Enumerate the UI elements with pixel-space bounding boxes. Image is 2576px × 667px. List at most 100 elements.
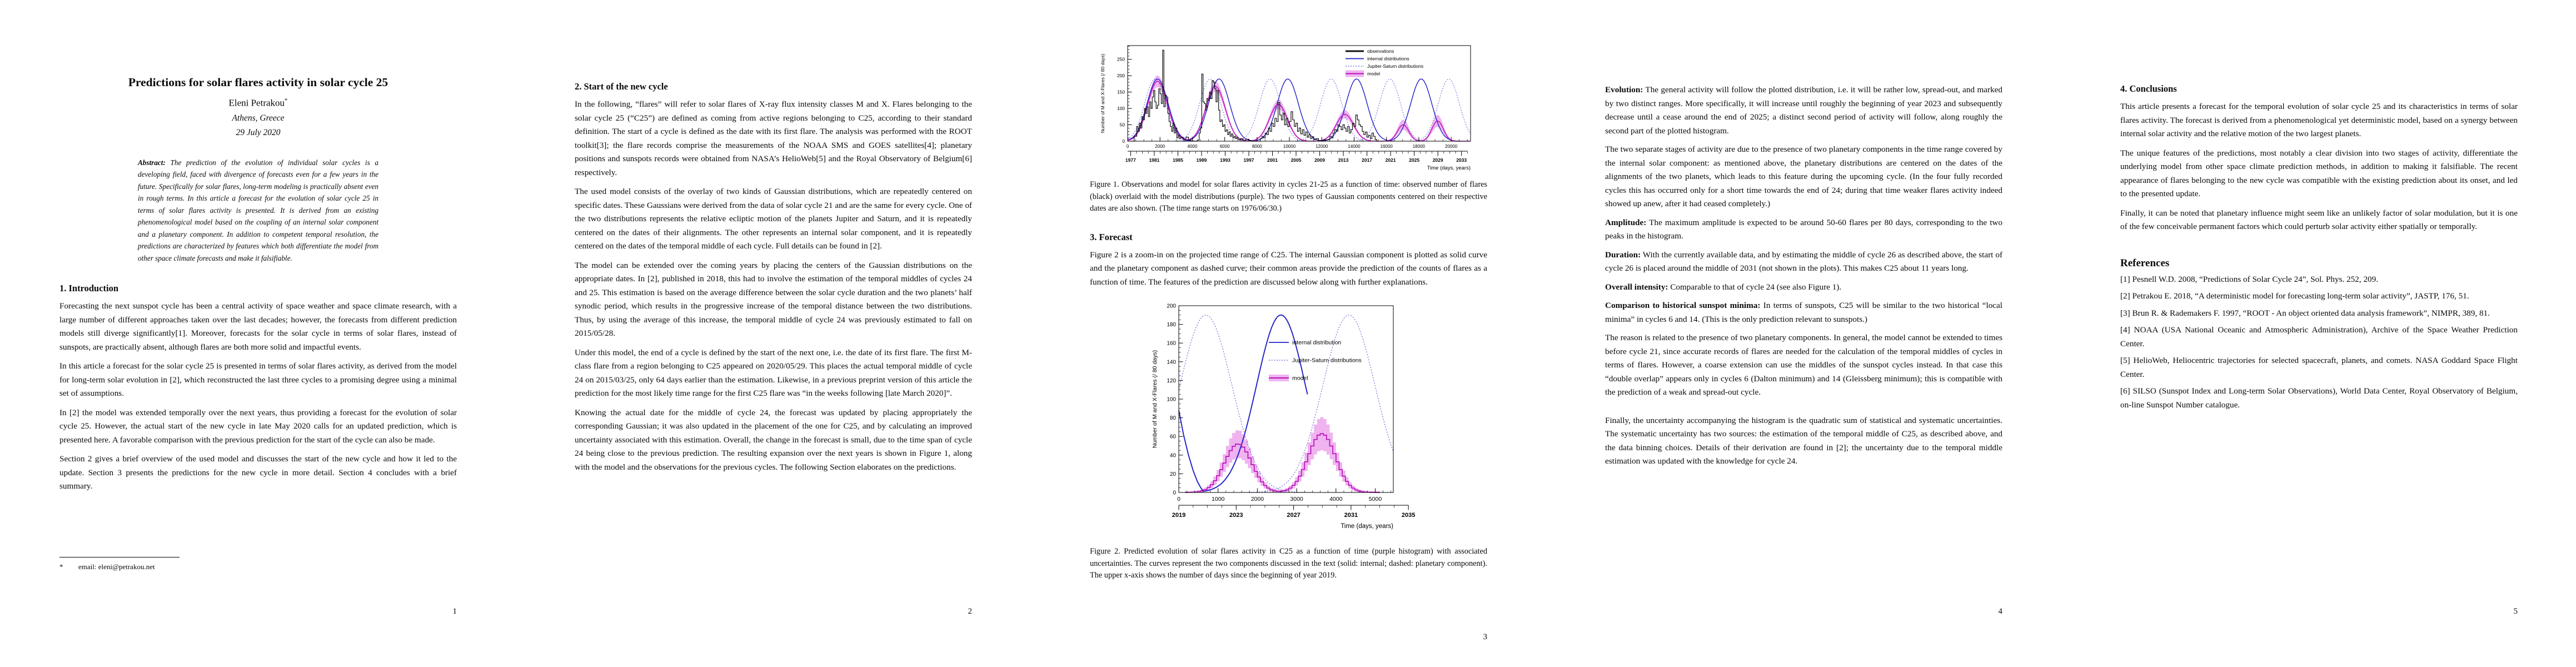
intro-paragraph: In this article a forecast for the solar… (59, 361, 457, 399)
svg-text:40: 40 (1170, 452, 1177, 459)
svg-text:2013: 2013 (1338, 157, 1349, 163)
forecast-feature-paragraph: Amplitude: The maximum amplitude is expe… (1605, 217, 2002, 241)
svg-text:observations: observations (1367, 48, 1394, 54)
svg-text:160: 160 (1167, 341, 1176, 347)
svg-text:80: 80 (1170, 415, 1177, 421)
figure-1-plot: 0 50 100 150 200 250 0 2000 4000 6000 8000 10000 120… (1090, 40, 1487, 172)
reference-item: [4] NOAA (USA National Oceanic and Atmos… (2120, 325, 2518, 349)
svg-text:4000: 4000 (1329, 496, 1343, 502)
conclusions-paragraph: This article presents a forecast for the… (2120, 102, 2518, 138)
page-2: 2. Start of the new cycle In the followi… (515, 0, 1030, 667)
affiliation: Athens, Greece (232, 113, 285, 123)
svg-text:2001: 2001 (1267, 157, 1278, 163)
forecast-feature-paragraph: Overall intensity: Comparable to that of… (1605, 282, 1842, 292)
svg-text:140: 140 (1167, 359, 1176, 365)
svg-text:60: 60 (1170, 434, 1177, 440)
svg-text:Number of M and X-Flares (/ 80: Number of M and X-Flares (/ 80 days) (1100, 54, 1105, 133)
reference-item: [6] SILSO (Sunspot Index and Long-term S… (2120, 386, 2518, 410)
page-number: 4 (1998, 607, 2003, 616)
svg-text:50: 50 (1120, 122, 1125, 128)
intro-paragraph: In [2] the model was extended temporally… (59, 407, 457, 445)
author-line: Eleni Petrakou* (228, 97, 288, 108)
svg-text:1997: 1997 (1244, 157, 1254, 163)
svg-text:16000: 16000 (1381, 144, 1393, 149)
svg-text:3000: 3000 (1290, 496, 1303, 502)
reference-item: [5] HelioWeb, Heliocentric trajectories … (2120, 356, 2518, 379)
page-4: Evolution: The general activity will fol… (1546, 0, 2061, 667)
figure-2-caption: Figure 2. Predicted evolution of solar f… (1090, 547, 1487, 580)
svg-text:Jupiter-Saturn distributions: Jupiter-Saturn distributions (1367, 63, 1423, 69)
svg-text:250: 250 (1117, 57, 1125, 62)
svg-text:2021: 2021 (1386, 157, 1396, 163)
svg-text:0: 0 (1127, 144, 1129, 149)
svg-text:Jupiter-Saturn distributions: Jupiter-Saturn distributions (1292, 357, 1362, 364)
svg-text:200: 200 (1117, 73, 1125, 78)
svg-text:1977: 1977 (1125, 157, 1136, 163)
section-heading-conclusions: 4. Conclusions (2120, 83, 2177, 94)
svg-text:4000: 4000 (1188, 144, 1198, 149)
svg-text:2023: 2023 (1229, 512, 1243, 519)
paper-date: 29 July 2020 (236, 127, 281, 137)
conclusions-paragraph: Finally, it can be noted that planetary … (2120, 208, 2518, 232)
page-number: 5 (2513, 607, 2518, 616)
abstract: Abstract: The prediction of the evolutio… (138, 158, 379, 262)
svg-text:12000: 12000 (1316, 144, 1328, 149)
body-paragraph: Knowing the actual date for the middle o… (575, 407, 972, 472)
svg-text:1985: 1985 (1173, 157, 1183, 163)
svg-text:200: 200 (1167, 303, 1176, 310)
section-heading-forecast: 3. Forecast (1090, 231, 1133, 242)
svg-text:150: 150 (1117, 89, 1125, 95)
body-paragraph: The model can be extended over the comin… (575, 260, 972, 339)
svg-text:2009: 2009 (1314, 157, 1325, 163)
svg-text:0: 0 (1173, 490, 1176, 496)
reference-item: [2] Petrakou E. 2018, “A deterministic m… (2120, 291, 2469, 301)
forecast-feature-paragraph: Evolution: The general activity will fol… (1605, 85, 2002, 136)
page-5: 4. Conclusions This article presents a f… (2061, 0, 2576, 667)
body-paragraph: The used model consists of the overlay o… (575, 187, 972, 251)
footnote-rule (59, 557, 180, 558)
svg-text:18000: 18000 (1413, 144, 1426, 149)
svg-text:100: 100 (1117, 106, 1125, 111)
page-number: 1 (452, 607, 457, 616)
figure-1-caption: Figure 1. Observations and model for sol… (1090, 180, 1487, 213)
page-number: 3 (1483, 633, 1488, 641)
svg-text:1993: 1993 (1220, 157, 1230, 163)
svg-text:10000: 10000 (1283, 144, 1296, 149)
svg-text:model: model (1292, 375, 1308, 382)
author-footnote-mark: * (285, 97, 288, 104)
svg-text:1989: 1989 (1196, 157, 1207, 163)
intro-paragraph: Forecasting the next sunspot cycle has b… (59, 301, 457, 352)
section-heading-introduction: 1. Introduction (59, 283, 119, 294)
svg-text:internal distributions: internal distributions (1367, 56, 1409, 61)
svg-text:2019: 2019 (1172, 512, 1185, 519)
svg-text:20: 20 (1170, 471, 1177, 477)
svg-text:100: 100 (1167, 397, 1176, 403)
forecast-feature-paragraph: Duration: With the currently available d… (1605, 250, 2002, 273)
svg-text:2027: 2027 (1287, 512, 1300, 519)
svg-text:2000: 2000 (1251, 496, 1264, 502)
svg-text:2025: 2025 (1409, 157, 1419, 163)
svg-text:2031: 2031 (1344, 512, 1358, 519)
paper-title: Predictions for solar flares activity in… (128, 76, 388, 89)
svg-text:0: 0 (1177, 496, 1180, 502)
svg-text:120: 120 (1167, 378, 1176, 384)
svg-text:Time (days, years): Time (days, years) (1427, 165, 1471, 171)
svg-text:2033: 2033 (1456, 157, 1467, 163)
abstract-label: Abstract: (138, 158, 166, 167)
forecast-feature-paragraph: Comparison to historical sunspot minima:… (1605, 301, 2003, 324)
svg-text:0: 0 (1122, 138, 1125, 144)
reference-item: [1] Pesnell W.D. 2008, “Predictions of S… (2120, 274, 2379, 284)
intro-paragraph: Section 2 gives a brief overview of the … (59, 454, 457, 491)
svg-text:8000: 8000 (1252, 144, 1262, 149)
reference-item: [3] Brun R. & Rademakers F. 1997, “ROOT … (2120, 308, 2490, 318)
references-list: [1] Pesnell W.D. 2008, “Predictions of S… (2120, 273, 2518, 412)
svg-text:5000: 5000 (1369, 496, 1382, 502)
svg-text:2035: 2035 (1402, 512, 1415, 519)
body-paragraph: Figure 2 is a zoom-in on the projected t… (1090, 250, 1487, 287)
references-heading: References (2120, 257, 2170, 269)
svg-text:Number of M and X-Flares (/ 80: Number of M and X-Flares (/ 80 days) (1152, 350, 1158, 448)
svg-text:20000: 20000 (1445, 144, 1458, 149)
svg-text:2029: 2029 (1433, 157, 1443, 163)
section-heading-start-new-cycle: 2. Start of the new cycle (575, 81, 668, 92)
